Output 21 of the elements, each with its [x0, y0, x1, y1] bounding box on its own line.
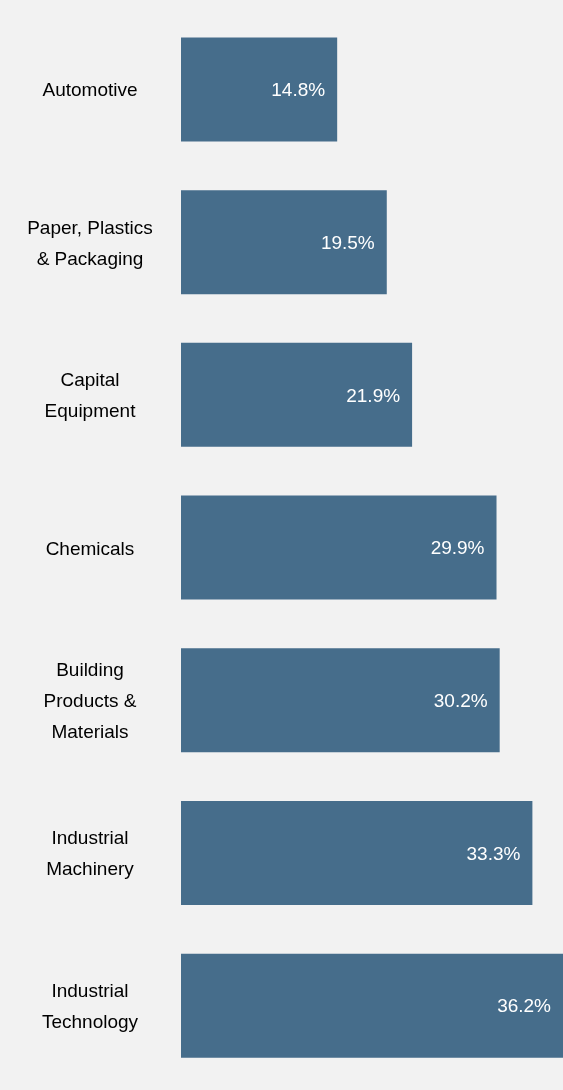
data-label: 21.9% [346, 384, 401, 406]
y-tick-label: Capital Equipment [44, 368, 137, 421]
bar [181, 648, 500, 753]
data-label: 29.9% [430, 537, 485, 559]
y-tick-label: Automotive [42, 78, 138, 100]
bar [181, 190, 387, 295]
bar [181, 495, 497, 600]
data-label: 33.3% [466, 842, 521, 864]
bar [181, 801, 533, 906]
data-label: 36.2% [497, 995, 552, 1017]
y-tick-label: Building Products & Materials [43, 658, 137, 742]
data-label: 30.2% [433, 690, 488, 712]
data-label: 19.5% [320, 231, 375, 253]
bar [181, 953, 563, 1058]
y-tick-label: Chemicals [45, 537, 135, 558]
bar [181, 37, 338, 142]
y-tick-label: Industrial Technology [41, 979, 139, 1032]
y-tick-label: Industrial Machinery [46, 826, 135, 879]
data-label: 14.8% [271, 79, 326, 101]
bar [181, 342, 413, 447]
y-tick-label: Paper, Plastics & Packaging [27, 216, 153, 269]
